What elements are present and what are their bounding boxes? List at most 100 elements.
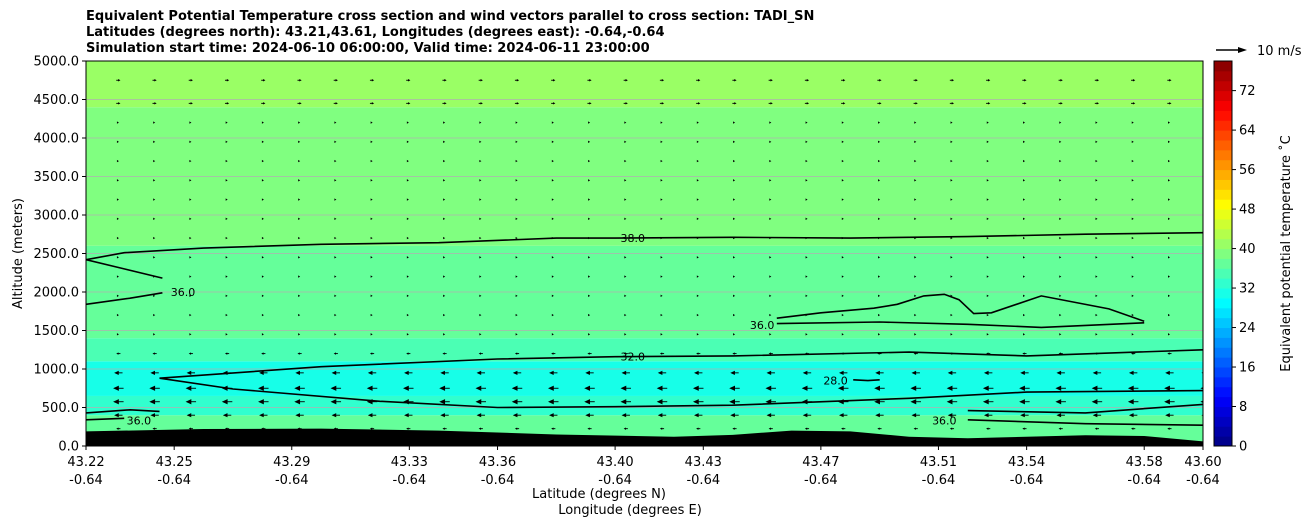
wind-vector-head	[656, 385, 663, 391]
wind-vector-head	[946, 385, 953, 391]
wind-vector	[623, 102, 628, 105]
wind-vector	[588, 198, 591, 201]
wind-vector-head	[878, 256, 881, 259]
wind-vector-head	[1168, 179, 1171, 182]
wind-vector-head	[947, 370, 953, 375]
wind-vector-head	[444, 79, 447, 82]
wind-vector-head	[986, 198, 989, 201]
wind-vector-head	[116, 427, 119, 430]
wind-vector-head	[152, 427, 155, 430]
wind-vector	[588, 179, 591, 182]
wind-vector-head	[1169, 79, 1172, 82]
wind-vector-head	[879, 102, 882, 105]
wind-vector	[696, 140, 699, 144]
wind-vector	[369, 79, 375, 82]
wind-vector	[659, 427, 665, 430]
colorbar-band	[1214, 386, 1232, 398]
wind-vector-head	[189, 236, 192, 240]
x-tick-label-lat: 43.40	[596, 455, 633, 470]
wind-vector-head	[116, 275, 119, 278]
plot-area: 38.0 36.0 36.0 32.0 28.0 36.0 36.0	[86, 61, 1243, 446]
wind-vector-head	[516, 102, 520, 105]
wind-vector	[1204, 237, 1206, 239]
wind-vector-head	[1092, 370, 1098, 375]
wind-vector	[1058, 427, 1063, 430]
wind-vector-head	[334, 140, 337, 144]
colorbar-band	[1214, 347, 1232, 358]
wind-vector-head	[406, 179, 409, 182]
wind-vector-head	[1237, 386, 1243, 391]
wind-vector-head	[733, 294, 736, 298]
wind-vector-head	[1200, 400, 1203, 403]
wind-vector-head	[299, 102, 302, 105]
x-tick-label-lat: 43.22	[67, 455, 104, 470]
wind-vector	[1167, 79, 1172, 82]
colorbar-band	[1214, 90, 1232, 101]
wind-vector	[261, 179, 264, 182]
gridlines	[86, 99, 1203, 408]
colorbar-band	[1214, 130, 1232, 141]
wind-vector-head	[515, 121, 518, 124]
wind-vector	[478, 427, 483, 430]
wind-vector-head	[765, 385, 772, 391]
wind-vector-head	[841, 256, 844, 259]
wind-vector	[224, 352, 230, 355]
wind-vector-head	[553, 79, 556, 82]
wind-vector-head	[261, 121, 264, 124]
wind-vector	[660, 121, 663, 124]
wind-vector	[950, 217, 953, 221]
wind-vector	[729, 399, 740, 405]
wind-vector-head	[259, 370, 264, 375]
wind-vector	[224, 102, 230, 105]
wind-vector-head	[551, 333, 554, 336]
wind-vector	[1131, 121, 1134, 124]
wind-vector-head	[1023, 179, 1026, 182]
wind-vector-head	[153, 159, 156, 163]
wind-vector-head	[443, 333, 446, 336]
wind-vector-head	[551, 140, 554, 144]
wind-vector	[551, 217, 554, 221]
wind-vector	[1240, 141, 1242, 143]
wind-vector-head	[370, 236, 373, 240]
x-tick-label-lon: -0.64	[1010, 473, 1044, 488]
wind-vector	[334, 256, 337, 259]
wind-vector	[1091, 399, 1103, 405]
x-tick-label-lat: 43.60	[1184, 455, 1221, 470]
wind-vector-head	[1131, 236, 1134, 240]
wind-vector-head	[113, 399, 119, 405]
wind-vector-head	[696, 275, 699, 278]
wind-vector	[479, 140, 482, 144]
wind-vector-head	[733, 217, 736, 221]
wind-vector-head	[841, 427, 844, 430]
wind-vector-head	[878, 121, 881, 124]
wind-vector-head	[298, 198, 301, 201]
wind-vector	[875, 370, 884, 375]
x-tick-label-lat: 43.36	[479, 455, 516, 470]
wind-vector-head	[588, 217, 591, 221]
wind-vector	[986, 79, 991, 82]
wind-vector	[694, 413, 703, 418]
wind-vector	[732, 79, 737, 82]
wind-vector-head	[114, 370, 119, 375]
wind-vector	[1204, 218, 1206, 220]
wind-vector	[950, 275, 953, 278]
wind-vector-head	[225, 294, 228, 298]
wind-vector	[588, 313, 591, 317]
wind-vector	[551, 140, 554, 144]
contour-line	[86, 408, 160, 414]
wind-vector-head	[660, 217, 663, 221]
title-line-3: Simulation start time: 2024-06-10 06:00:…	[86, 41, 650, 56]
wind-vector-head	[589, 102, 592, 105]
wind-vector	[769, 121, 772, 124]
wind-vector-head	[588, 121, 591, 124]
wind-vector-head	[837, 385, 844, 391]
wind-vector	[1204, 352, 1208, 354]
wind-vector-head	[1204, 179, 1206, 181]
wind-vector	[656, 385, 668, 391]
wind-vector	[769, 313, 772, 317]
wind-vector	[188, 352, 193, 355]
x-tick-label-lon: -0.64	[598, 473, 632, 488]
wind-vector-head	[696, 256, 699, 259]
wind-vector-head	[1095, 275, 1098, 278]
wind-vector	[841, 256, 844, 259]
